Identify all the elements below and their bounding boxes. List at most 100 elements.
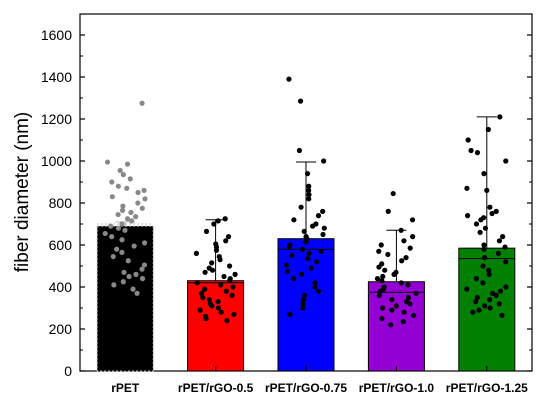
- data-point: [376, 264, 382, 270]
- data-point: [223, 238, 229, 244]
- data-point: [119, 207, 126, 213]
- data-point: [308, 265, 314, 271]
- data-point: [197, 307, 203, 313]
- data-point: [496, 238, 503, 244]
- data-point: [131, 243, 137, 249]
- data-point: [487, 204, 493, 210]
- data-point: [300, 297, 307, 303]
- data-point: [378, 242, 384, 248]
- data-point: [480, 263, 486, 269]
- data-point: [503, 259, 509, 265]
- data-point: [119, 221, 125, 227]
- data-point: [486, 271, 492, 277]
- data-point: [225, 234, 232, 240]
- data-point: [127, 176, 133, 182]
- data-point: [376, 248, 382, 254]
- data-point: [124, 216, 131, 222]
- data-point: [478, 217, 484, 223]
- x-category-label: rPET: [111, 381, 140, 395]
- data-point: [283, 262, 290, 268]
- data-point: [120, 172, 126, 178]
- data-point: [218, 309, 224, 315]
- data-point: [111, 282, 117, 288]
- x-category-label: rPET/rGO-1.25: [446, 381, 528, 395]
- data-point: [405, 294, 412, 301]
- data-point: [124, 161, 131, 167]
- data-point: [400, 319, 406, 325]
- data-point: [133, 271, 139, 277]
- data-point: [482, 255, 488, 261]
- data-point: [495, 250, 502, 256]
- y-tick-label: 1400: [41, 69, 72, 85]
- data-point: [411, 312, 417, 318]
- data-point: [379, 305, 386, 311]
- data-point: [390, 190, 396, 197]
- data-point: [108, 223, 114, 229]
- data-point: [391, 271, 397, 277]
- data-point: [474, 150, 481, 156]
- data-point: [301, 228, 307, 234]
- data-point: [223, 288, 229, 294]
- data-point: [298, 204, 304, 210]
- data-point: [473, 221, 480, 227]
- data-point: [230, 284, 236, 290]
- data-point: [407, 301, 413, 307]
- data-point: [321, 225, 327, 231]
- data-point: [229, 292, 235, 298]
- y-axis-title: fiber diameter (nm): [12, 112, 33, 273]
- data-point: [286, 244, 292, 250]
- data-point: [502, 244, 508, 250]
- data-point: [135, 189, 141, 196]
- x-category-label: rPET/rGO-0.75: [265, 381, 347, 395]
- data-point: [287, 311, 293, 317]
- data-point: [486, 267, 492, 273]
- data-point: [464, 213, 471, 219]
- data-point: [413, 290, 419, 296]
- data-point: [393, 303, 399, 309]
- data-point: [401, 309, 407, 315]
- data-point: [499, 312, 505, 318]
- data-point: [500, 234, 506, 240]
- data-point: [215, 218, 221, 224]
- data-point: [128, 209, 134, 216]
- data-point: [202, 286, 208, 292]
- data-point: [209, 267, 216, 273]
- data-point: [109, 179, 115, 185]
- data-point: [303, 239, 309, 245]
- data-point: [482, 303, 488, 309]
- data-point: [398, 227, 404, 233]
- data-point: [119, 237, 125, 243]
- data-point: [410, 234, 416, 240]
- bar: [277, 238, 335, 372]
- data-point: [312, 280, 318, 286]
- data-point: [141, 187, 147, 193]
- data-point: [211, 221, 217, 227]
- data-point: [213, 247, 220, 253]
- data-point: [403, 255, 409, 261]
- data-point: [141, 262, 148, 268]
- data-point: [134, 290, 140, 296]
- data-point: [142, 196, 148, 202]
- data-point: [109, 194, 115, 200]
- data-point: [215, 299, 221, 305]
- data-point: [227, 278, 233, 284]
- data-point: [130, 286, 136, 292]
- data-point: [320, 231, 326, 238]
- data-point: [476, 307, 482, 313]
- data-point: [291, 276, 297, 282]
- data-point: [139, 205, 145, 211]
- data-point: [119, 249, 125, 255]
- data-point: [503, 284, 509, 290]
- data-point: [139, 266, 145, 272]
- data-point: [217, 257, 223, 263]
- data-point: [473, 299, 479, 305]
- data-point: [296, 147, 303, 154]
- data-point: [199, 290, 205, 296]
- data-point: [482, 225, 489, 231]
- data-point: [299, 246, 306, 252]
- y-tick-label: 200: [49, 321, 73, 337]
- data-point: [193, 250, 199, 256]
- data-point: [409, 217, 416, 223]
- data-point: [468, 147, 474, 154]
